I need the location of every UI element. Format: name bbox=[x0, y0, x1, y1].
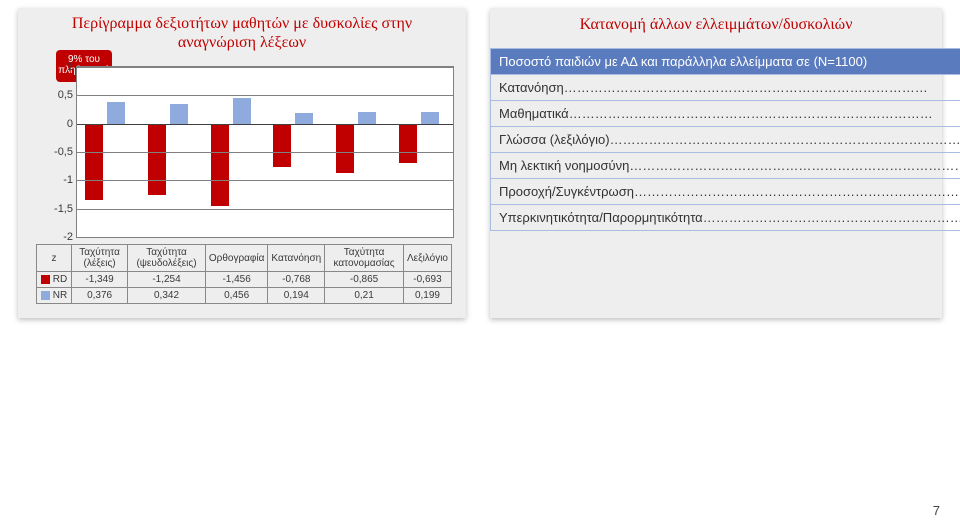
row-label: Προσοχή/Συγκέντρωση………………………………………………………… bbox=[491, 179, 960, 205]
table-row: Κατανόηση…………………………………………………………………………42 bbox=[491, 75, 960, 101]
row-label: Υπερκινητικότητα/Παρορμητικότητα……………………… bbox=[491, 205, 960, 231]
col-0: Ταχύτητα (λέξεις) bbox=[72, 245, 128, 272]
table-row: Μαθηματικά…………………………………………………………………………32 bbox=[491, 101, 960, 127]
rd-5: -0,693 bbox=[403, 272, 451, 288]
legend-swatch-rd bbox=[41, 275, 50, 284]
table-row: Προσοχή/Συγκέντρωση………………………………………………………… bbox=[491, 179, 960, 205]
plot-area: 10,50-0,5-1-1,5-2 bbox=[76, 66, 454, 238]
legend-label-nr: NR bbox=[53, 290, 67, 301]
gridline bbox=[77, 209, 453, 210]
bar-nr bbox=[233, 98, 251, 124]
nr-0: 0,376 bbox=[72, 288, 128, 304]
bar-rd bbox=[148, 124, 166, 195]
legend-swatch-nr bbox=[41, 291, 50, 300]
rd-4: -0,865 bbox=[325, 272, 404, 288]
table-header-row: Ποσοστό παιδιών με ΑΔ και παράλληλα ελλε… bbox=[491, 49, 960, 75]
y-tick-label: -1 bbox=[63, 174, 73, 186]
bar-rd bbox=[211, 124, 229, 207]
row-label: Μη λεκτική νοημοσύνη……………………………………………………… bbox=[491, 153, 960, 179]
gridline bbox=[77, 124, 453, 125]
gridline bbox=[77, 95, 453, 96]
nr-2: 0,456 bbox=[205, 288, 268, 304]
right-title: Κατανομή άλλων ελλειμμάτων/δυσκολιών bbox=[502, 16, 930, 34]
row-label-rd: RD bbox=[37, 272, 72, 288]
rd-0: -1,349 bbox=[72, 272, 128, 288]
chart-title: Περίγραμμα δεξιοτήτων μαθητών με δυσκολί… bbox=[36, 14, 448, 52]
table-row-header: z Ταχύτητα (λέξεις) Ταχύτητα (ψευδολέξει… bbox=[37, 245, 452, 272]
gridline bbox=[77, 237, 453, 238]
row-label-nr: NR bbox=[37, 288, 72, 304]
nr-4: 0,21 bbox=[325, 288, 404, 304]
table-row: Υπερκινητικότητα/Παρορμητικότητα……………………… bbox=[491, 205, 960, 231]
gridline bbox=[77, 180, 453, 181]
col-1: Ταχύτητα (ψευδολέξεις) bbox=[128, 245, 206, 272]
bar-rd bbox=[85, 124, 103, 200]
col-3: Κατανόηση bbox=[268, 245, 325, 272]
bar-rd bbox=[399, 124, 417, 163]
nr-3: 0,194 bbox=[268, 288, 325, 304]
data-table: z Ταχύτητα (λέξεις) Ταχύτητα (ψευδολέξει… bbox=[36, 244, 452, 304]
bar-nr bbox=[295, 113, 313, 124]
nr-1: 0,342 bbox=[128, 288, 206, 304]
row-label: Κατανόηση………………………………………………………………………… bbox=[491, 75, 960, 101]
bar-nr bbox=[358, 112, 376, 124]
page: Περίγραμμα δεξιοτήτων μαθητών με δυσκολί… bbox=[0, 0, 960, 524]
table-row: Γλώσσα (λεξιλόγιο)…………………………………………………………… bbox=[491, 127, 960, 153]
table-row-nr: NR 0,376 0,342 0,456 0,194 0,21 0,199 bbox=[37, 288, 452, 304]
right-panel: Κατανομή άλλων ελλειμμάτων/δυσκολιών Ποσ… bbox=[490, 8, 942, 318]
bar-nr bbox=[421, 112, 439, 123]
rd-2: -1,456 bbox=[205, 272, 268, 288]
rd-3: -0,768 bbox=[268, 272, 325, 288]
row-label: Γλώσσα (λεξιλόγιο)…………………………………………………………… bbox=[491, 127, 960, 153]
bar-nr bbox=[170, 104, 188, 123]
distribution-table: Ποσοστό παιδιών με ΑΔ και παράλληλα ελλε… bbox=[490, 48, 960, 231]
y-tick-label: -2 bbox=[63, 231, 73, 243]
table-row: Μη λεκτική νοημοσύνη……………………………………………………… bbox=[491, 153, 960, 179]
gridline bbox=[77, 67, 453, 68]
col-2: Ορθογραφία bbox=[205, 245, 268, 272]
rd-1: -1,254 bbox=[128, 272, 206, 288]
z-cell: z bbox=[37, 245, 72, 272]
y-tick-label: -1,5 bbox=[54, 203, 73, 215]
y-tick-label: -0,5 bbox=[54, 146, 73, 158]
y-tick-label: 0,5 bbox=[58, 89, 73, 101]
col-4: Ταχύτητα κατονομασίας bbox=[325, 245, 404, 272]
bar-nr bbox=[107, 102, 125, 123]
row-label: Μαθηματικά………………………………………………………………………… bbox=[491, 101, 960, 127]
bar-rd bbox=[336, 124, 354, 173]
y-tick-label: 1 bbox=[67, 61, 73, 73]
legend-label-rd: RD bbox=[53, 274, 67, 285]
y-tick-label: 0 bbox=[67, 118, 73, 130]
gridline bbox=[77, 152, 453, 153]
col-5: Λεξιλόγιο bbox=[403, 245, 451, 272]
table-row-rd: RD -1,349 -1,254 -1,456 -0,768 -0,865 -0… bbox=[37, 272, 452, 288]
header-label: Ποσοστό παιδιών με ΑΔ και παράλληλα ελλε… bbox=[491, 49, 960, 75]
distribution-body: Κατανόηση…………………………………………………………………………42Μ… bbox=[491, 75, 960, 231]
bar-rd bbox=[273, 124, 291, 168]
left-panel: Περίγραμμα δεξιοτήτων μαθητών με δυσκολί… bbox=[18, 8, 466, 318]
page-number: 7 bbox=[933, 503, 940, 518]
nr-5: 0,199 bbox=[403, 288, 451, 304]
